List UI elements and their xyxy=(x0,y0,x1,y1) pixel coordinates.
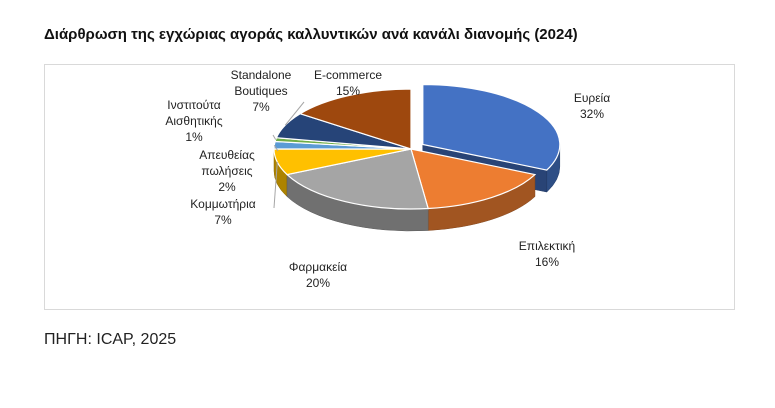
pie-slice-8[interactable] xyxy=(298,88,412,150)
slice-label-name: Ινστιτούτα xyxy=(167,98,221,112)
leader-lines xyxy=(272,101,305,209)
slice-label-1: Ευρεία 32% xyxy=(574,91,610,121)
slice-label-6: Ινστιτούτα Αισθητικής 1% xyxy=(165,98,223,144)
slice-label-7: Standalone Boutiques 7% xyxy=(231,68,292,114)
pie-slice-3[interactable] xyxy=(285,148,429,210)
slice-label-8: E-commerce 15% xyxy=(314,68,382,98)
slice-label-value: 15% xyxy=(336,84,360,98)
slice-label-value: 2% xyxy=(218,180,236,194)
slice-label-4: Κομμωτήρια 7% xyxy=(190,197,255,227)
slice-label-name: Απευθείας xyxy=(199,148,255,162)
slice-label-name: Επιλεκτική xyxy=(519,239,575,253)
slice-label-name: Αισθητικής xyxy=(165,114,223,128)
slice-label-name: Boutiques xyxy=(234,84,287,98)
pie-labels: Ευρεία 32% Επιλεκτική 16% Φαρμακεία 20% Κομμωτ… xyxy=(165,68,610,290)
slice-label-name: Standalone xyxy=(231,68,292,82)
pie-tops xyxy=(273,83,561,210)
pie-slice-2[interactable] xyxy=(410,148,537,210)
slice-label-name: πωλήσεις xyxy=(201,164,252,178)
slice-label-value: 1% xyxy=(185,130,203,144)
slice-label-name: E-commerce xyxy=(314,68,382,82)
slice-label-name: Κομμωτήρια xyxy=(190,197,255,211)
slice-label-name: Ευρεία xyxy=(574,91,610,105)
leader-line-6 xyxy=(272,134,277,140)
pie-chart: Ευρεία 32% Επιλεκτική 16% Φαρμακεία 20% Κομμωτ… xyxy=(165,68,610,290)
source-note: ΠΗΓΗ: ICAP, 2025 xyxy=(44,331,177,348)
slice-label-5: Απευθείας πωλήσεις 2% xyxy=(199,148,255,194)
pie-slice-1[interactable] xyxy=(422,83,561,171)
slice-label-value: 20% xyxy=(306,276,330,290)
chart-title: Διάρθρωση της εγχώριας αγοράς καλλυντικώ… xyxy=(44,26,578,43)
slice-label-name: Φαρμακεία xyxy=(289,260,347,274)
slice-label-3: Φαρμακεία 20% xyxy=(289,260,347,290)
slice-label-value: 7% xyxy=(214,213,232,227)
leader-line-4 xyxy=(273,162,278,209)
leader-line-7 xyxy=(284,101,305,126)
chart-area: Ευρεία 32% Επιλεκτική 16% Φαρμακεία 20% Κομμωτ… xyxy=(44,64,735,310)
slice-label-value: 16% xyxy=(535,255,559,269)
leader-line-5 xyxy=(273,144,279,152)
slice-label-2: Επιλεκτική 16% xyxy=(519,239,575,269)
slice-label-value: 32% xyxy=(580,107,604,121)
slice-label-value: 7% xyxy=(252,100,270,114)
